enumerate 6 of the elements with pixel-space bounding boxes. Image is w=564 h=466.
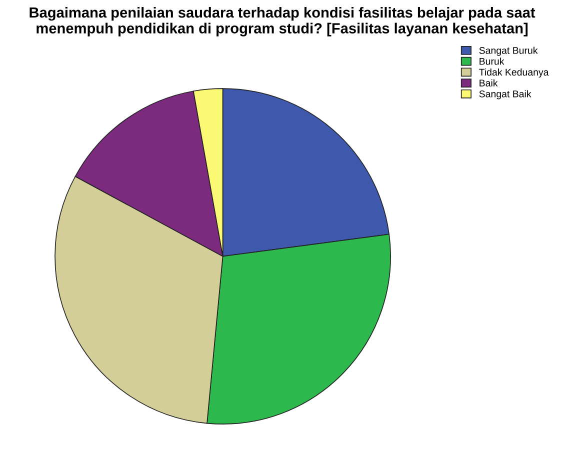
chart-title: Bagaimana penilaian saudara terhadap kondisi fasilitas belajar pada saat menempuh pendidikan di program studi? [Fasilitas layanan kesehatan] — [30, 6, 536, 36]
legend-label: Tidak Keduanya — [479, 68, 549, 78]
legend-label: Buruk — [480, 58, 504, 65]
legend-label: Sangat Buruk — [479, 46, 538, 56]
legend-label: Baik — [480, 79, 498, 86]
legend-label: Sangat Baik — [479, 90, 532, 100]
